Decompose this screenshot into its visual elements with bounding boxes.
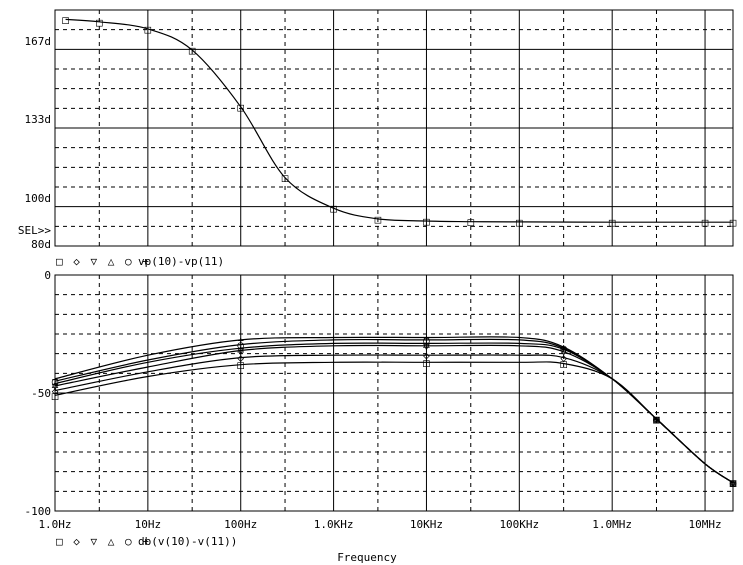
top-y-bottom-label: 80d	[31, 238, 51, 251]
top-y-tick-167: 167d	[25, 35, 52, 48]
series-marker-0-0: □	[609, 216, 616, 229]
x-tick-labels: 1.0Hz 10Hz 100Hz 1.0KHz 10KHz 100KHz 1.0MHz 10M…	[38, 518, 721, 531]
series-marker-1-5: +	[237, 334, 244, 347]
top-plot-frame	[54, 9, 734, 247]
series-marker-1-2: ▽	[423, 340, 430, 353]
x-tick-label: 10MHz	[688, 518, 721, 531]
series-marker-0-0: □	[145, 23, 152, 36]
series-line-0-0	[65, 18, 733, 223]
series-line-1-5	[54, 336, 734, 484]
series-marker-0-0: □	[516, 216, 523, 229]
series-marker-1-4: ○	[423, 334, 430, 347]
series-marker-0-0: □	[423, 215, 430, 228]
bottom-plot-frame	[54, 274, 734, 512]
series-line-1-0	[54, 361, 734, 484]
series-marker-1-4: ○	[237, 339, 244, 352]
series-marker-1-5: +	[560, 341, 567, 354]
series-marker-1-3: △	[560, 343, 567, 356]
top-y-tick-133: 133d	[25, 113, 52, 126]
bottom-legend-text: db(v(10)-v(11))	[138, 535, 237, 548]
bottom-y-tick-minus100: -100	[25, 505, 52, 518]
grid-lines	[55, 10, 733, 511]
top-y-tick-100: 100d	[25, 192, 52, 205]
series-marker-0-0: □	[467, 216, 474, 229]
series-marker-1-4: ○	[560, 342, 567, 355]
series-marker-1-0: □	[423, 356, 430, 369]
x-axis-label: Frequency	[337, 551, 397, 564]
series-layer: □ □□□□□□□ □ □ □ □ □ □□□ □ □□□◇◇ ◇ ◇◇◇▽▽ ▽ ▽▽▽△△ △ △△△○○…	[52, 13, 737, 489]
series-marker-1-2: ▽	[560, 346, 567, 359]
x-tick-label: 1.0KHz	[314, 518, 354, 531]
bottom-y-tick-0: 0	[44, 269, 51, 282]
series-marker-1-3: △	[237, 342, 244, 355]
series-marker-0-0: □	[375, 213, 382, 226]
x-tick-label: 10Hz	[135, 518, 162, 531]
top-legend: □ ◇ ▽ △ ○ + vp(10)-vp(11)	[56, 255, 224, 268]
x-tick-label: 1.0MHz	[592, 518, 632, 531]
x-tick-label: 10KHz	[410, 518, 443, 531]
series-marker-0-0: □	[282, 172, 289, 185]
top-legend-text: vp(10)-vp(11)	[138, 255, 224, 268]
series-marker-1-5: +	[653, 413, 660, 426]
series-line-1-1	[54, 354, 734, 484]
series-marker-1-1: ◇	[423, 349, 430, 362]
series-marker-0-0: □	[702, 216, 709, 229]
series-line-1-2	[54, 344, 734, 484]
bottom-legend: □ ◇ ▽ △ ○ + db(v(10)-v(11))	[56, 535, 237, 548]
x-tick-label: 1.0Hz	[38, 518, 71, 531]
series-marker-1-1: ◇	[560, 352, 567, 365]
series-marker-1-5: +	[423, 332, 430, 345]
series-marker-0-0: □	[189, 44, 196, 57]
sel-marker-label[interactable]: SEL>>	[18, 224, 51, 237]
series-marker-0-0: □	[96, 16, 103, 29]
bottom-y-tick-minus50: -50	[31, 387, 51, 400]
bottom-legend-markers: □ ◇ ▽ △ ○ +	[56, 535, 151, 548]
series-marker-1-3: △	[423, 337, 430, 350]
series-marker-1-0: □	[560, 358, 567, 371]
series-marker-1-1: ◇	[237, 352, 244, 365]
x-tick-label: 100KHz	[499, 518, 539, 531]
top-legend-markers: □ ◇ ▽ △ ○ +	[56, 255, 151, 268]
series-marker-0-0: □	[237, 101, 244, 114]
series-marker-1-2: ▽	[237, 345, 244, 358]
x-tick-label: 100Hz	[224, 518, 257, 531]
series-marker-0-0: □	[330, 202, 337, 215]
series-marker-0-0: □	[62, 13, 69, 26]
series-marker-1-0: □	[237, 359, 244, 372]
